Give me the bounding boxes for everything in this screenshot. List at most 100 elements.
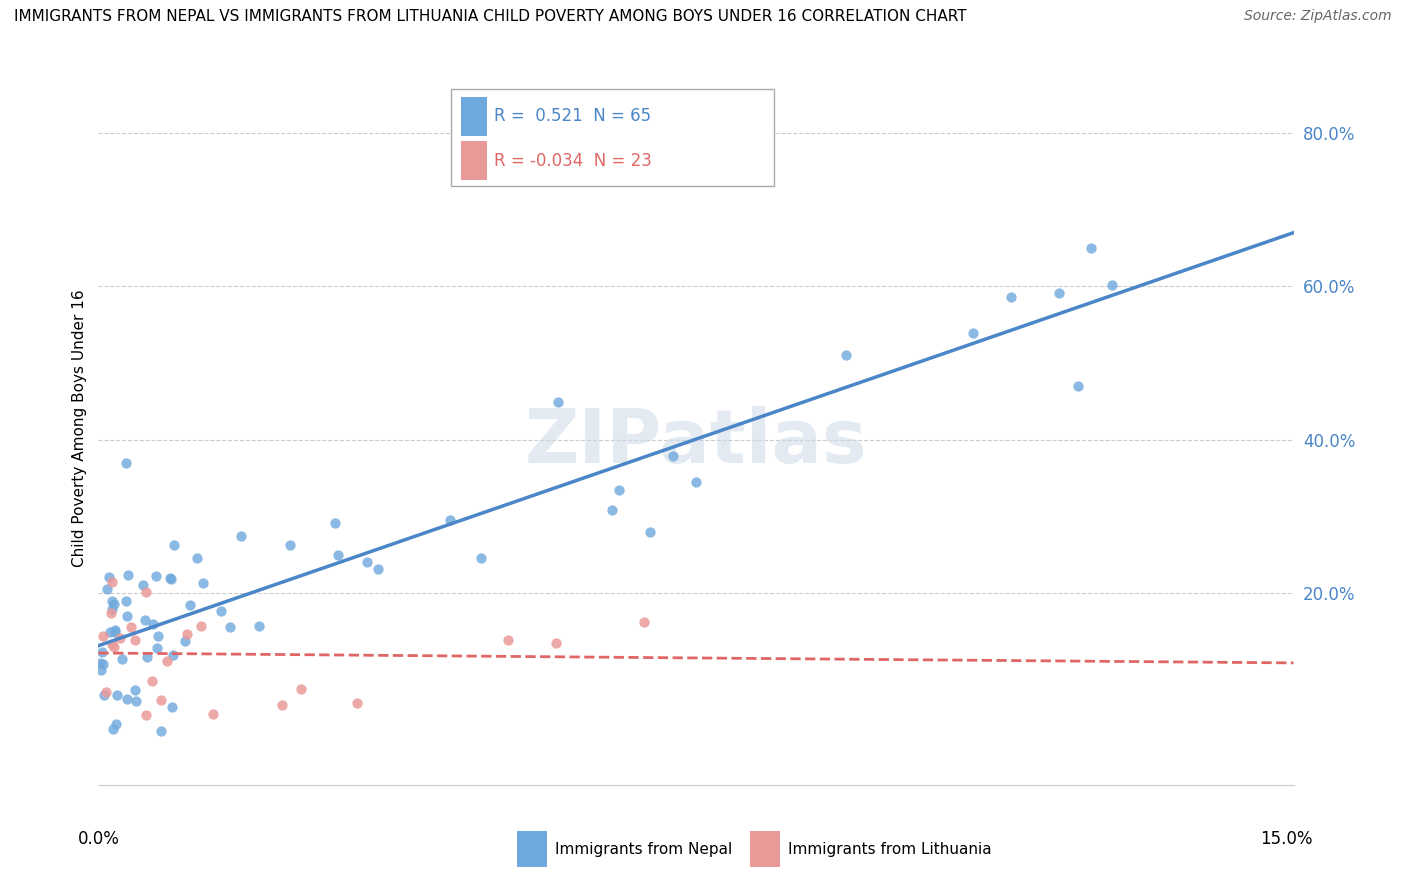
Point <box>496 633 519 648</box>
Point <box>156 655 179 669</box>
Point <box>94 685 117 699</box>
Point <box>103 722 125 736</box>
Y-axis label: Child Poverty Among Boys Under 16: Child Poverty Among Boys Under 16 <box>72 289 87 567</box>
Point <box>278 538 301 552</box>
Point <box>124 632 146 647</box>
Point <box>685 475 707 489</box>
Point <box>134 613 156 627</box>
Text: 0.0%: 0.0% <box>77 830 120 847</box>
Point <box>96 582 118 596</box>
Point <box>103 640 125 654</box>
Point <box>107 689 129 703</box>
FancyBboxPatch shape <box>451 89 773 186</box>
Point <box>117 609 139 624</box>
Point <box>103 625 125 640</box>
Text: Immigrants from Lithuania: Immigrants from Lithuania <box>787 842 991 856</box>
Point <box>135 708 157 723</box>
Point <box>328 548 350 562</box>
FancyBboxPatch shape <box>517 831 547 867</box>
Point <box>135 585 157 599</box>
Point <box>125 694 148 708</box>
Point <box>547 395 569 409</box>
Point <box>100 637 122 651</box>
Point <box>600 503 623 517</box>
Point <box>186 550 208 565</box>
Point <box>141 673 163 688</box>
Text: R = -0.034  N = 23: R = -0.034 N = 23 <box>494 152 652 169</box>
Point <box>160 700 183 714</box>
Point <box>136 650 159 665</box>
Text: Source: ZipAtlas.com: Source: ZipAtlas.com <box>1244 9 1392 23</box>
FancyBboxPatch shape <box>461 96 486 136</box>
Point <box>1000 290 1022 304</box>
Point <box>190 619 212 633</box>
Point <box>1047 286 1070 301</box>
Point <box>640 524 662 539</box>
Point <box>132 578 155 592</box>
Point <box>633 615 655 629</box>
Point <box>162 648 184 662</box>
Point <box>662 450 685 464</box>
Point <box>91 629 114 643</box>
Point <box>271 698 294 713</box>
Point <box>150 724 173 739</box>
Point <box>101 601 124 615</box>
Point <box>1067 378 1090 392</box>
Point <box>104 623 127 637</box>
Point <box>117 692 139 706</box>
Point <box>247 619 270 633</box>
Point <box>367 562 389 576</box>
FancyBboxPatch shape <box>749 831 780 867</box>
Point <box>346 696 368 710</box>
Point <box>209 604 232 618</box>
Text: Immigrants from Nepal: Immigrants from Nepal <box>555 842 733 856</box>
Point <box>120 620 142 634</box>
Point <box>1080 241 1102 255</box>
Point <box>470 551 492 566</box>
Point <box>179 599 201 613</box>
Point <box>97 570 120 584</box>
Point <box>91 645 114 659</box>
Point <box>201 706 224 721</box>
Point <box>193 575 215 590</box>
Point <box>160 572 183 586</box>
Point <box>146 629 169 643</box>
Point <box>117 567 139 582</box>
Point <box>439 513 461 527</box>
Point <box>90 663 112 677</box>
Point <box>544 636 567 650</box>
Point <box>124 682 146 697</box>
FancyBboxPatch shape <box>461 141 486 180</box>
Point <box>110 631 132 645</box>
Point <box>89 657 111 671</box>
Text: IMMIGRANTS FROM NEPAL VS IMMIGRANTS FROM LITHUANIA CHILD POVERTY AMONG BOYS UNDE: IMMIGRANTS FROM NEPAL VS IMMIGRANTS FROM… <box>14 9 967 24</box>
Point <box>100 574 122 589</box>
Point <box>100 606 122 620</box>
Point <box>290 681 312 696</box>
Point <box>325 516 347 531</box>
Point <box>356 556 378 570</box>
Point <box>93 688 115 702</box>
Point <box>100 624 122 639</box>
Point <box>105 717 128 731</box>
Point <box>835 348 858 362</box>
Point <box>145 569 167 583</box>
Text: 15.0%: 15.0% <box>1260 830 1313 847</box>
Point <box>607 483 630 497</box>
Text: R =  0.521  N = 65: R = 0.521 N = 65 <box>494 107 651 125</box>
Point <box>111 652 134 666</box>
Point <box>149 692 172 706</box>
Point <box>174 634 197 648</box>
Point <box>159 571 181 585</box>
Point <box>176 626 198 640</box>
Point <box>142 617 165 632</box>
Point <box>1101 278 1123 293</box>
Point <box>91 657 114 671</box>
Point <box>103 597 125 611</box>
Point <box>101 594 124 608</box>
Point <box>219 620 242 634</box>
Point <box>229 529 252 543</box>
Point <box>163 538 186 552</box>
Text: ZIPatlas: ZIPatlas <box>524 406 868 479</box>
Point <box>962 326 984 340</box>
